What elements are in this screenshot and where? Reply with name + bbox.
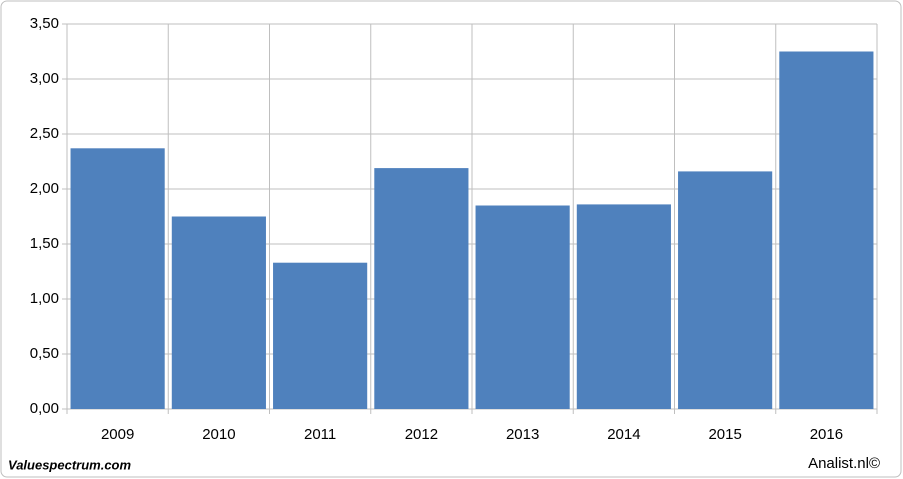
y-tick-label: 2,50	[30, 125, 59, 142]
bar	[576, 204, 671, 409]
footer-right: Analist.nl©	[808, 455, 880, 472]
x-tick-label: 2013	[506, 426, 539, 443]
y-tick-label: 3,50	[30, 15, 59, 32]
bar	[374, 168, 469, 409]
y-tick-label: 1,00	[30, 290, 59, 307]
y-tick-label: 0,50	[30, 345, 59, 362]
y-tick-label: 2,00	[30, 180, 59, 197]
x-tick-label: 2010	[202, 426, 235, 443]
bar	[70, 148, 165, 410]
x-tick-label: 2015	[708, 426, 741, 443]
x-tick-label: 2014	[607, 426, 640, 443]
x-tick-label: 2011	[304, 426, 336, 443]
footer-left: Valuespectrum.com	[8, 457, 132, 472]
x-tick-label: 2016	[810, 426, 843, 443]
bar	[475, 205, 570, 409]
y-tick-label: 3,00	[30, 70, 59, 87]
bar	[779, 51, 874, 409]
y-tick-label: 0,00	[30, 400, 59, 417]
x-tick-label: 2012	[405, 426, 438, 443]
bar	[171, 216, 266, 409]
bar	[678, 171, 773, 409]
y-tick-label: 1,50	[30, 235, 59, 252]
x-tick-label: 2009	[101, 426, 134, 443]
bar	[273, 262, 368, 409]
